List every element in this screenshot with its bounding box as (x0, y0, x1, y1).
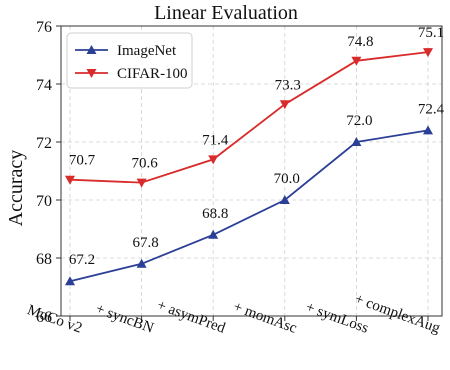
x-tick-label: + asymPred (155, 297, 228, 337)
legend-label: ImageNet (117, 43, 177, 59)
data-point (136, 258, 147, 268)
y-tick-label: 72 (36, 135, 52, 152)
data-label: 72.0 (346, 113, 372, 129)
data-label: 67.8 (132, 235, 158, 251)
data-point (423, 48, 433, 58)
data-point (279, 100, 290, 110)
data-label: 74.8 (347, 34, 373, 50)
data-label: 72.4 (418, 101, 445, 117)
data-point (208, 229, 219, 239)
data-label: 70.7 (69, 153, 96, 169)
y-tick-label: 68 (36, 251, 52, 268)
y-axis-label: Accuracy (5, 150, 27, 227)
data-label: 70.0 (274, 171, 300, 187)
data-point (65, 276, 75, 286)
data-point (351, 56, 362, 66)
data-label: 73.3 (275, 77, 301, 93)
data-label: 68.8 (202, 206, 228, 222)
legend-box (66, 32, 193, 89)
data-point (86, 45, 97, 54)
data-label: 67.2 (69, 252, 95, 268)
data-labels-group: 67.2 67.8 68.8 70.0 72.0 72.4 70.7 70.6 71.4 73.3… (69, 25, 445, 268)
data-point (136, 178, 147, 188)
data-point (208, 155, 219, 165)
y-axis-ticks: 66 68 70 72 74 76 (36, 19, 61, 326)
data-label: 70.6 (131, 156, 158, 172)
plot-frame (60, 25, 443, 317)
data-label: 75.1 (418, 25, 444, 41)
data-label: 71.4 (202, 132, 229, 148)
data-point (279, 195, 290, 204)
y-tick-label: 70 (36, 193, 52, 210)
series-group (65, 48, 433, 286)
data-point (65, 175, 75, 185)
x-tick-label: + syncBN (93, 301, 156, 337)
series-line-cifar-100 (69, 51, 429, 184)
x-tick-label: MoCo v2 (25, 302, 84, 337)
x-tick-label: + momAsc (231, 299, 299, 337)
data-point (351, 137, 362, 146)
y-tick-label: 66 (36, 309, 52, 326)
x-axis-ticks: MoCo v2 + syncBN + asymPred + momAsc + symLo… (25, 291, 443, 337)
series-line-imagenet (69, 129, 429, 283)
legend: ImageNet CIFAR-100 (66, 32, 193, 89)
y-tick-label: 76 (36, 19, 52, 36)
data-point (86, 69, 97, 78)
legend-label: CIFAR-100 (117, 66, 188, 82)
chart-title: Linear Evaluation (154, 2, 298, 24)
data-point (423, 125, 433, 135)
y-tick-label: 74 (36, 77, 52, 94)
